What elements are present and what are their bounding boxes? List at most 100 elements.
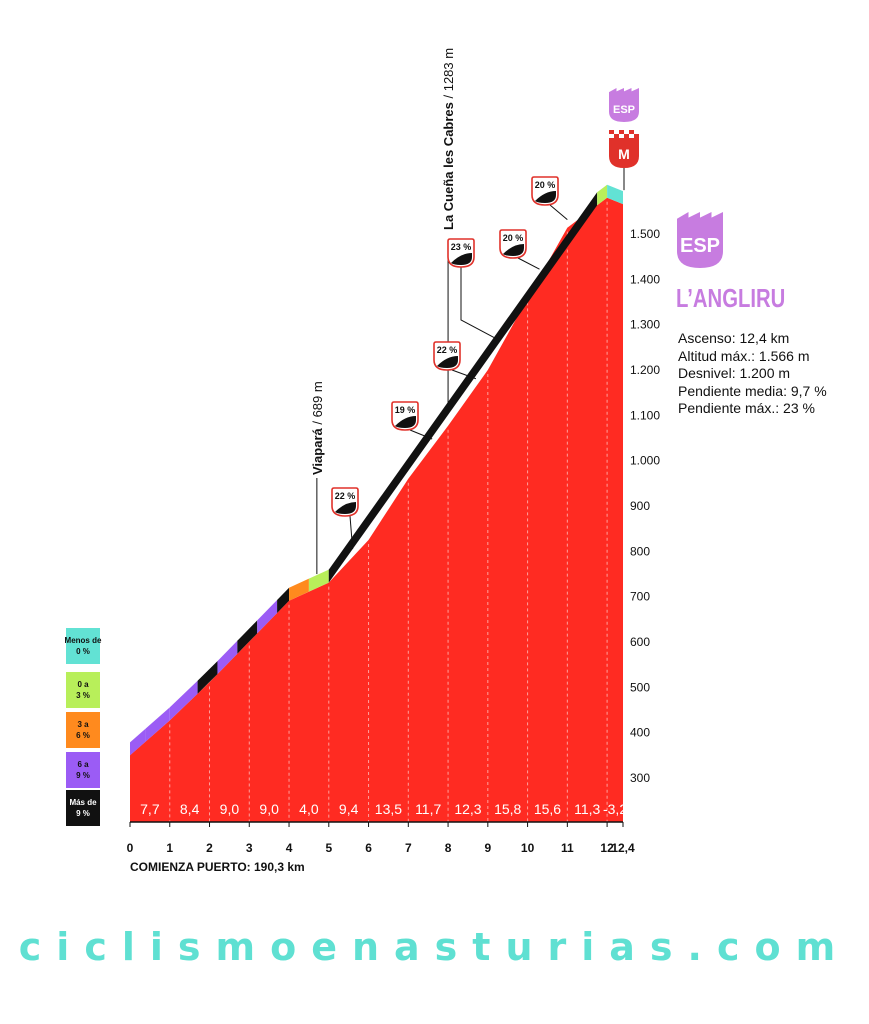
legend-label-line: 9 %	[76, 771, 90, 780]
x-tick-label: 6	[365, 841, 372, 855]
legend-swatch	[66, 712, 100, 748]
finish-esp-badge-label: ESP	[613, 104, 635, 116]
checkered-square	[614, 134, 619, 138]
y-tick-label: 500	[630, 680, 650, 694]
legend-label-line: 6 %	[76, 731, 90, 740]
badge-label: 20 %	[503, 233, 524, 243]
y-tick-label: 1.000	[630, 454, 660, 468]
annotation-label: La Cueña les Cabres / 1283 m	[441, 48, 456, 230]
legend-label-line: Más de	[69, 798, 97, 807]
finish-esp-badge: ESP	[609, 88, 639, 122]
km-gradient-label: 9,0	[220, 801, 240, 817]
gradient-badge: 23 %	[447, 238, 475, 268]
ridge-segment	[607, 184, 623, 205]
gradient-badge: 22 %	[331, 487, 359, 517]
km-gradient-label: 4,0	[299, 801, 319, 817]
ridge-segment	[197, 661, 218, 694]
profile-area	[130, 197, 623, 822]
x-tick-label: 11	[561, 841, 574, 855]
stat-ascent: Ascenso: 12,4 km	[678, 330, 790, 346]
legend-label-line: 6 a	[77, 760, 89, 769]
km-gradient-label: 9,4	[339, 801, 359, 817]
checkered-square	[609, 130, 614, 134]
y-tick-label: 300	[630, 771, 650, 785]
checkered-square	[624, 134, 629, 138]
stat-average-gradient: Pendiente media: 9,7 %	[678, 382, 827, 399]
x-tick-label: 7	[405, 841, 412, 855]
legend-label-line: 3 %	[76, 691, 90, 700]
climb-badge: ESP	[677, 212, 723, 268]
plot-area: 7,7 8,4 9,0 9,0 4,0 9,4 13,5 11,7 12,3 15,8 15,6 11…	[65, 48, 723, 855]
annotation-name: Viapará	[310, 427, 325, 475]
gradient-badge-pointer	[349, 515, 354, 550]
x-tick-label: 4	[286, 841, 293, 855]
climb-badge-label: ESP	[680, 235, 720, 257]
x-tick-label: 10	[521, 841, 535, 855]
gradient-badge-pointer	[409, 429, 433, 440]
km-gradient-label: 11,3	[574, 801, 600, 817]
km-gradient-label: 7,7	[140, 801, 160, 817]
climb-title: L’ANGLIRU	[676, 283, 786, 313]
badge-slope-icon	[503, 244, 524, 256]
checkered-square	[634, 134, 639, 138]
gradient-badge: 20 %	[499, 229, 527, 259]
x-tick-label: 1	[166, 841, 173, 855]
km-gradient-label: 15,6	[534, 801, 561, 817]
badge-label: 22 %	[437, 345, 458, 355]
km-gradient-label: 12,3	[454, 801, 481, 817]
ridge-segment	[289, 578, 309, 601]
legend-label: Menos de 0 %	[65, 636, 102, 656]
site-footer: ciclismoenasturias.com	[18, 925, 851, 969]
annotation-name: La Cueña les Cabres	[441, 102, 456, 230]
stat-elevation-gain: Desnivel: 1.200 m	[678, 365, 791, 381]
annotation-label: Viapará / 689 m	[310, 381, 325, 475]
badge-label: 19 %	[395, 405, 416, 415]
finish-marker-label: M	[618, 146, 630, 162]
legend-label: Más de 9 %	[69, 798, 97, 818]
ridge-segment	[308, 569, 329, 592]
badge-label: 20 %	[535, 180, 556, 190]
legend-swatch	[66, 752, 100, 788]
km-gradient-label: -3,2	[603, 801, 627, 817]
badge-label: 22 %	[335, 491, 356, 501]
ridge-segment	[257, 599, 278, 634]
x-tick-label: 5	[325, 841, 332, 855]
y-tick-label: 1.200	[630, 363, 660, 377]
y-tick-label: 900	[630, 499, 650, 513]
legend-swatch	[66, 790, 100, 826]
annotation-altitude: / 689 m	[310, 381, 325, 428]
y-tick-label: 1.500	[630, 227, 660, 241]
badge-slope-icon	[451, 253, 472, 265]
gradient-badge-pointer	[460, 267, 500, 341]
ridge-segment	[597, 184, 608, 206]
badge-slope-icon	[335, 502, 356, 514]
y-tick-label: 800	[630, 544, 650, 558]
legend-label-line: 9 %	[76, 809, 90, 818]
ridge-segment	[328, 192, 598, 583]
gradient-badge: 20 %	[531, 176, 559, 206]
legend-swatch	[66, 628, 100, 664]
badge-slope-icon	[395, 416, 416, 428]
ridge-segment	[217, 640, 238, 675]
stat-max-altitude: Altitud máx.: 1.566 m	[678, 347, 810, 364]
gradient-badge: 22 %	[433, 341, 461, 371]
legend-item: Menos de 0 %	[65, 628, 102, 664]
y-tick-label: 1.300	[630, 318, 660, 332]
km-gradient-label: 11,7	[415, 801, 441, 817]
x-tick-label: 12,4	[611, 841, 635, 855]
stat-max-gradient: Pendiente máx.: 23 %	[678, 400, 815, 416]
ridge-segment	[130, 728, 146, 756]
legend-label-line: Menos de	[65, 636, 102, 645]
legend-label-line: 3 a	[77, 720, 89, 729]
gradient-badge-pointer	[549, 204, 568, 221]
km-gradient-label: 13,5	[375, 801, 402, 817]
x-tick-label: 8	[445, 841, 452, 855]
x-tick-label: 2	[206, 841, 213, 855]
y-tick-label: 1.100	[630, 408, 660, 422]
km-gradient-label: 8,4	[180, 801, 200, 817]
